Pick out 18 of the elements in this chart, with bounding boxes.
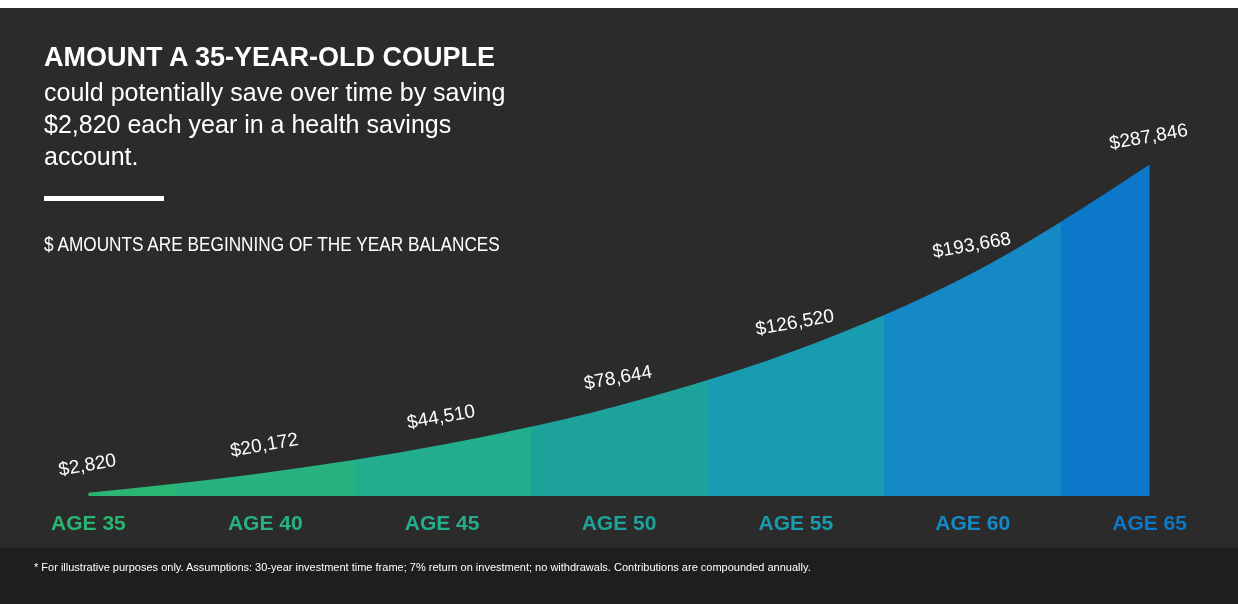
data-label: $2,820 [56,448,118,480]
data-label: $78,644 [582,360,654,394]
data-label: $126,520 [753,304,836,340]
x-tick-label: AGE 45 [404,511,480,534]
x-tick-label: AGE 55 [758,511,834,534]
data-label: $44,510 [405,400,477,433]
x-tick-label: AGE 60 [935,511,1011,534]
data-label: $287,846 [1107,118,1190,154]
x-tick-label: AGE 65 [1112,511,1188,534]
chart-title: AMOUNT A 35-YEAR-OLD COUPLE [44,42,496,73]
x-tick-label: AGE 50 [581,511,657,534]
chart-subtitle: could potentially save over time by saving $2,820 each year in a health savings account. [44,77,507,172]
x-tick-label: AGE 35 [51,511,127,534]
data-label: $20,172 [228,428,300,461]
data-label: $193,668 [930,227,1013,262]
text: * For illustrative purposes only. Assumptions: 30-year investment time frame; 7% return on investment; no withdrawals. Contributions are compounded annually. [34,561,812,574]
annotation: $ AMOUNTS ARE BEGINNING OF THE YEAR BALANCES [44,232,500,256]
x-tick-label: AGE 40 [227,511,303,534]
